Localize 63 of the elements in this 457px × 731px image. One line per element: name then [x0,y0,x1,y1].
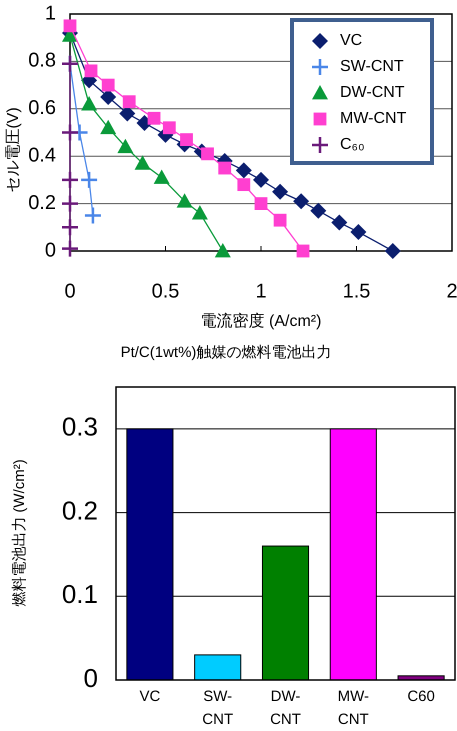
point [192,205,208,220]
point [60,218,80,237]
y-tick-label: 0.1 [62,579,98,610]
x-tick-label: C60 [407,688,435,705]
point [154,170,170,184]
point [60,239,80,258]
point [64,19,76,32]
x-tick-label: DW-CNT [270,688,301,728]
point [218,162,232,174]
point [274,214,286,227]
point [180,133,193,146]
y-tick-label: 0 [44,239,56,262]
point [214,243,231,258]
y-tick-label: 0.2 [62,495,98,526]
point [60,194,80,213]
legend-label: MW-CNT [340,110,407,128]
point [237,178,250,192]
y-tick-label: 0.6 [28,97,56,120]
y-tick-label: 0.4 [28,144,56,166]
point [201,147,214,160]
point [80,170,98,190]
point [148,112,160,125]
x-tick-label: MW-CNT [338,688,369,728]
x-tick-label: 1.5 [342,280,370,302]
point [236,162,252,178]
point [272,184,288,200]
y-axis-title: 燃料電池出力 (W/cm²) [10,459,28,607]
point [117,138,134,154]
point [84,64,98,78]
point [293,193,310,210]
point [134,155,151,170]
x-tick-label: SW-CNT [202,688,234,728]
point [122,95,136,108]
y-tick-label: 0.8 [28,50,56,72]
x-tick-label: 0.5 [152,280,180,302]
y-tick-label: 0.3 [62,412,98,442]
x-tick-label: 2 [446,280,457,302]
x-tick-label: 1 [255,280,267,302]
point [81,96,98,110]
chart-title: Pt/C(1wt%)触媒の燃料電池出力 [120,344,332,361]
point [350,224,366,240]
point [60,170,80,190]
point [296,244,310,258]
y-axis-title: セル電圧(V) [5,107,22,193]
point [253,172,269,188]
legend-label: VC [340,32,362,50]
x-axis-title: 電流密度 (A/cm²) [200,312,322,330]
point [384,243,401,259]
point [310,202,326,219]
legend-label: DW-CNT [340,84,405,102]
point [331,214,348,231]
y-tick-label: 0.2 [28,192,56,214]
y-tick-label: 1 [44,2,56,24]
point [254,197,268,210]
x-tick-label: VC [139,688,160,705]
point [60,123,80,142]
legend-label: C₆₀ [340,136,365,154]
point [102,78,115,92]
point [162,121,176,134]
point [176,193,193,208]
point [84,206,102,225]
point [100,120,116,134]
legend-label: SW-CNT [340,58,404,76]
